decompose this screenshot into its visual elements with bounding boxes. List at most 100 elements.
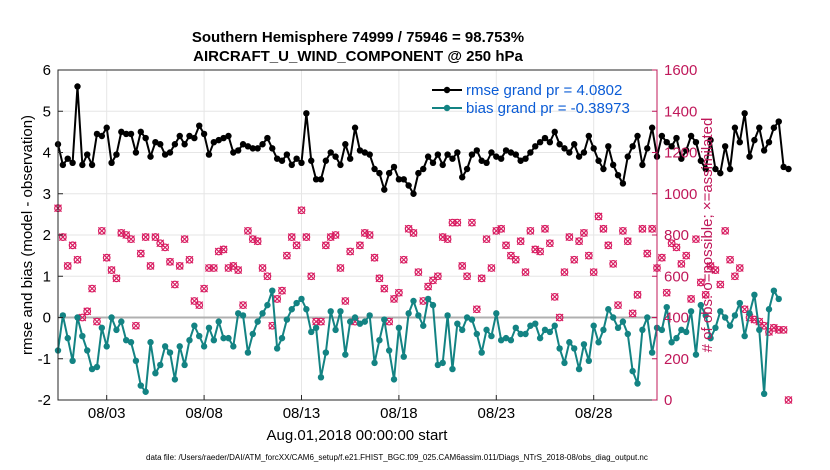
bias-point [756, 326, 763, 334]
obs-point [638, 224, 647, 233]
bias-point [575, 365, 583, 373]
bias-point [590, 322, 597, 329]
rmse-point [687, 132, 695, 140]
obs-point [599, 224, 608, 233]
obs-point [570, 255, 579, 264]
rmse-point [609, 161, 617, 169]
obs-point [170, 280, 179, 289]
rmse-point [736, 138, 743, 146]
bias-point [639, 326, 646, 334]
obs-point [541, 224, 549, 233]
obs-point [550, 292, 559, 301]
bias-point [137, 382, 144, 389]
y2-tick-label: 0 [664, 392, 672, 409]
rmse-point [439, 161, 446, 169]
rmse-point [697, 157, 705, 164]
bias-point [478, 349, 485, 356]
bias-point [619, 318, 627, 325]
bias-point [678, 326, 685, 334]
bias-point [147, 339, 154, 346]
obs-point [244, 226, 252, 235]
rmse-point [756, 124, 763, 131]
bias-point [181, 361, 188, 369]
bias-point [600, 326, 607, 334]
bias-point [712, 324, 719, 332]
bias-point [161, 343, 169, 350]
rmse-point [186, 132, 193, 140]
obs-point [97, 226, 106, 235]
y2-tick-label: 1400 [664, 103, 697, 120]
bias-point [93, 363, 101, 371]
bias-point [415, 312, 422, 319]
bias-point [225, 334, 232, 342]
bias-point [556, 345, 563, 352]
obs-point [424, 282, 433, 291]
rmse-point [142, 134, 149, 142]
bias-point [196, 332, 203, 340]
rmse-point [64, 155, 71, 162]
rmse-point [59, 161, 67, 169]
y-tick-label: -1 [38, 351, 51, 368]
rmse-point [239, 141, 247, 148]
rmse-point [108, 159, 115, 167]
obs-point [526, 226, 535, 235]
rmse-point [346, 155, 354, 162]
obs-point [68, 241, 77, 250]
rmse-point [191, 134, 198, 142]
bias-point [629, 367, 636, 375]
bias-point [463, 314, 471, 321]
right-axis-label: # of obs: o=possible; ×=assimilated [699, 118, 716, 353]
bias-point [371, 359, 378, 367]
rmse-point [390, 163, 398, 171]
rmse-point [410, 190, 417, 197]
x-axis-ticks: 08/03 08/08 08/13 08/18 08/23 08/28 [88, 395, 612, 422]
rmse-point [551, 128, 558, 136]
obs-point [331, 231, 340, 239]
rmse-point [746, 153, 753, 160]
rmse-point [84, 151, 91, 158]
obs-point [721, 226, 730, 235]
y2-tick-label: 1200 [664, 145, 697, 162]
rmse-point [692, 138, 700, 146]
obs-point [784, 396, 793, 404]
obs-point [458, 262, 467, 270]
rmse-point [566, 149, 573, 156]
bias-point [186, 336, 193, 344]
x-tick-label: 08/03 [88, 405, 126, 422]
bias-point [395, 324, 403, 332]
rmse-point [303, 110, 310, 117]
bias-point [765, 306, 773, 313]
rmse-point [74, 83, 81, 90]
obs-point [482, 235, 491, 244]
rmse-point [536, 138, 544, 146]
bias-point [303, 306, 310, 313]
obs-point [594, 212, 603, 221]
bias-point [69, 357, 76, 365]
legend: rmse grand pr = 4.0802 bias grand pr = -… [432, 82, 630, 117]
rmse-point [449, 155, 456, 162]
rmse-point [376, 169, 383, 177]
bias-point [507, 336, 515, 344]
rmse-point [298, 159, 305, 167]
y-tick-label: 5 [43, 103, 51, 120]
rmse-point [293, 155, 300, 162]
rmse-point [658, 132, 666, 140]
right-axis-ticks: 0 200 400 600 800 1000 1200 1400 1600 [652, 62, 697, 409]
y-tick-label: 2 [43, 227, 51, 244]
rmse-point [702, 165, 709, 173]
obs-point [453, 218, 462, 227]
bias-point [551, 322, 558, 329]
bias-point [74, 314, 81, 321]
rmse-point [225, 132, 232, 140]
bias-point [283, 316, 291, 323]
rmse-point [254, 145, 261, 152]
rmse-point [668, 143, 675, 150]
obs-point [516, 237, 525, 246]
obs-point [477, 274, 486, 283]
obs-point [302, 233, 311, 241]
rmse-point [152, 138, 159, 146]
bias-point [356, 320, 364, 327]
bias-point [439, 359, 446, 367]
bias-point [473, 330, 481, 338]
bias-point [410, 297, 417, 305]
